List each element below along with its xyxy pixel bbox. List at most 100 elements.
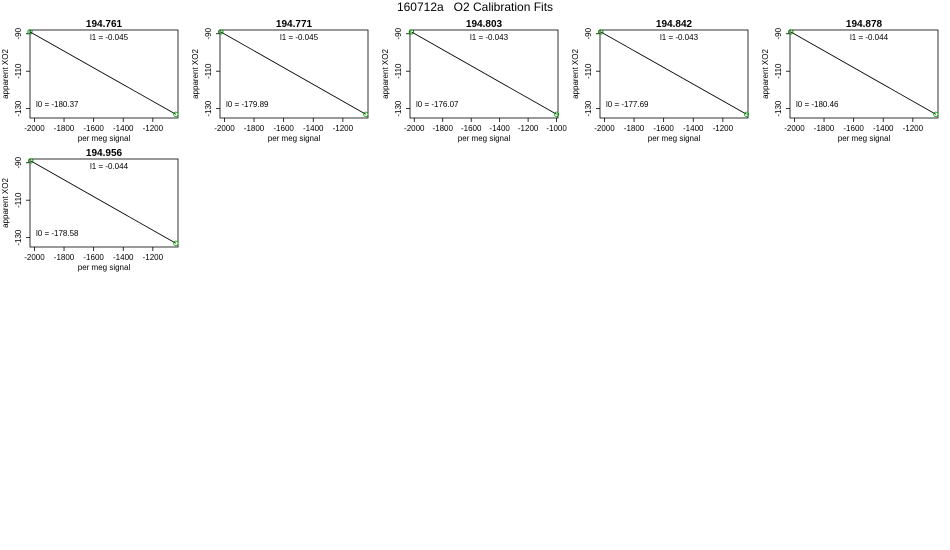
y-axis: -90 -110 -130 apparent XO2 [191,27,220,117]
y-axis: -90 -110 -130 apparent XO2 [1,156,30,246]
x-tick-label: -1200 [713,124,734,133]
y-axis-label: apparent XO2 [191,49,200,99]
slope-annotation: l1 = -0.044 [850,33,889,42]
x-tick-label: -2000 [594,124,615,133]
x-axis: -2000 -1800 -1600 -1400 -1200 per meg signal [24,118,164,143]
y-tick-label: -110 [584,63,593,79]
panel-title: 194.803 [466,19,503,30]
intercept-annotation: l0 = -180.37 [36,100,79,109]
y-axis-label: apparent XO2 [381,49,390,99]
data-point [363,111,369,117]
x-axis-label: per meg signal [78,263,131,272]
x-axis: -2000 -1800 -1600 -1400 -1200 per meg signal [594,118,734,143]
x-tick-label: -1000 [546,124,567,133]
y-tick-label: -110 [774,63,783,79]
plot-frame [599,29,749,119]
x-axis-label: per meg signal [648,134,701,143]
panel-title: 194.956 [86,148,123,159]
data-point [743,111,750,117]
x-tick-label: -1400 [113,253,134,262]
page-title: 160712a O2 Calibration Fits [397,0,553,14]
y-axis-label: apparent XO2 [1,178,10,228]
y-tick-label: -90 [774,27,783,39]
plot-frame [409,29,559,119]
fit-line [29,31,176,115]
x-tick-label: -1600 [843,124,864,133]
x-tick-label: -1600 [83,124,104,133]
slope-annotation: l1 = -0.044 [90,162,129,171]
y-tick-label: -90 [14,156,23,168]
chart-panel-2: 194.771 -2000 -1800 -1600 -1400 -1200 per meg … [191,19,369,143]
fit-line [790,31,936,115]
y-tick-label: -90 [204,27,213,39]
x-tick-label: -1200 [333,124,354,133]
y-tick-label: -110 [204,63,213,79]
x-tick-label: -2000 [24,253,45,262]
x-tick-label: -1400 [303,124,324,133]
plot-frame [789,29,939,119]
y-tick-label: -130 [204,100,213,117]
x-tick-label: -2000 [404,124,425,133]
y-tick-label: -110 [394,63,403,79]
y-tick-label: -130 [394,100,403,117]
y-tick-label: -110 [14,63,23,79]
data-point [27,29,33,35]
data-point [173,240,179,246]
fit-line [30,160,176,244]
slope-annotation: l1 = -0.043 [470,33,509,42]
x-axis: -2000 -1800 -1600 -1400 -1200 per meg signal [214,118,354,143]
data-point [408,29,415,35]
y-tick-label: -130 [584,100,593,117]
chart-panel-4: 194.842 -2000 -1800 -1600 -1400 -1200 per meg … [571,19,750,143]
y-axis: -90 -110 -130 apparent XO2 [571,27,600,117]
slope-annotation: l1 = -0.045 [280,33,319,42]
intercept-annotation: l0 = -178.58 [36,229,79,238]
plot-frame [29,158,179,248]
y-tick-label: -130 [14,229,23,246]
x-axis-label: per meg signal [78,134,131,143]
plot-frame [29,29,179,119]
data-point [553,111,560,117]
data-point [28,158,34,164]
x-tick-label: -1400 [489,124,510,133]
x-tick-label: -1400 [873,124,894,133]
data-point [933,111,939,117]
chart-panel-3: 194.803 -2000 -1800 -1600 -1400 -1200 -1000 per… [381,19,567,143]
x-axis-label: per meg signal [838,134,891,143]
panel-title: 194.771 [276,19,313,30]
x-tick-label: -1800 [432,124,453,133]
x-axis-label: per meg signal [268,134,321,143]
x-tick-label: -1600 [83,253,104,262]
data-point [788,29,794,35]
x-tick-label: -2000 [784,124,805,133]
slope-annotation: l1 = -0.045 [90,33,129,42]
x-tick-label: -1600 [653,124,674,133]
x-axis-label: per meg signal [458,134,511,143]
x-tick-label: -1800 [814,124,835,133]
y-tick-label: -110 [14,192,23,208]
y-axis: -90 -110 -130 apparent XO2 [761,27,790,117]
x-tick-label: -1800 [54,124,75,133]
chart-panel-5: 194.878 -2000 -1800 -1600 -1400 -1200 per meg … [761,19,939,143]
chart-panel-1: 194.761 -2000 -1800 -1600 -1400 -1200 per meg … [1,19,179,143]
panel-title: 194.761 [86,19,123,30]
x-tick-label: -1600 [273,124,294,133]
intercept-annotation: l0 = -179.89 [226,100,269,109]
intercept-annotation: l0 = -180.46 [796,100,839,109]
y-tick-label: -130 [14,100,23,117]
x-tick-label: -1200 [143,253,164,262]
fit-line [411,31,557,115]
y-tick-label: -90 [394,27,403,39]
intercept-annotation: l0 = -177.69 [606,100,649,109]
x-tick-label: -2000 [214,124,235,133]
data-point [218,29,224,35]
fit-line [220,31,366,115]
y-tick-label: -130 [774,100,783,117]
plot-frame [219,29,369,119]
panel-title: 194.878 [846,19,883,30]
slope-annotation: l1 = -0.043 [660,33,699,42]
x-tick-label: -1200 [143,124,164,133]
y-tick-label: -90 [584,27,593,39]
data-point [598,29,604,35]
